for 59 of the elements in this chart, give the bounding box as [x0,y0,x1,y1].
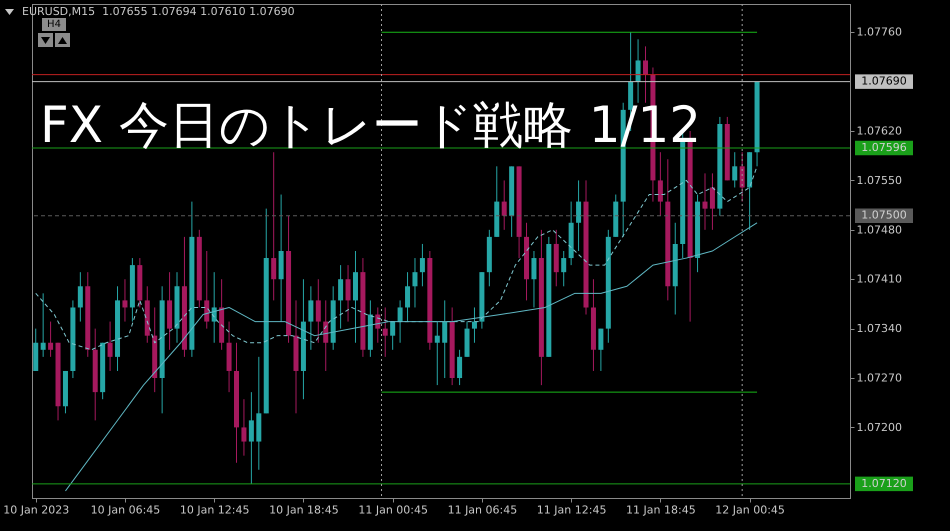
candlestick [308,286,314,350]
y-tick-label: 1.07480 [856,223,902,236]
ref-line-label: 1.07690 [861,74,907,88]
candlestick [405,272,410,322]
y-tick-label: 1.07410 [856,272,902,286]
candlestick [412,258,418,308]
candlestick [702,172,708,230]
line-series [35,166,758,350]
candlestick [108,321,113,372]
x-tick-label: 12 Jan 00:45 [715,504,785,516]
candlestick [472,306,477,344]
candlestick [271,152,276,301]
candlestick [658,152,663,216]
ref-line-label: 1.07120 [861,476,907,490]
candlestick [122,278,128,322]
y-tick-label: 1.07550 [856,174,902,187]
candlestick [390,321,396,350]
candlestick [531,250,536,308]
x-tick-label: 10 Jan 2023 [3,504,70,516]
candlestick [643,46,648,104]
candlestick [78,272,83,322]
candlestick [710,172,715,230]
candlestick [204,250,210,330]
candlestick [346,264,351,322]
ref-line-label: 1.07500 [861,208,907,222]
candlestick [316,278,321,344]
candlestick [576,180,582,252]
ref-line-label: 1.07596 [861,140,907,154]
candlestick [732,152,738,188]
x-tick-label: 11 Jan 12:45 [536,504,606,516]
x-tick-label: 11 Jan 06:45 [448,504,518,516]
annotation: H4 [42,18,66,31]
x-tick-label: 10 Jan 12:45 [180,504,250,516]
candlestick [338,264,344,330]
x-tick-label: 10 Jan 18:45 [269,504,339,516]
candlestick [420,243,425,287]
x-tick-label: 10 Jan 06:45 [90,504,160,516]
x-tick-label: 11 Jan 18:45 [626,504,696,516]
candlestick [434,321,440,386]
candlestick [598,328,604,372]
x-tick-label: 11 Jan 00:45 [358,504,428,516]
candlestick [323,300,328,372]
candlestick [561,250,566,287]
candlestick [636,38,641,104]
y-tick-label: 1.07760 [856,26,902,39]
candlestick [442,300,448,379]
line-series [64,222,758,492]
candlestick [398,300,403,344]
candlestick [502,180,507,230]
y-tick-label: 1.07340 [856,322,902,336]
candlestick [40,292,46,358]
candlestick [248,392,254,484]
candlestick [48,321,54,358]
y-tick-label: 1.07270 [856,372,902,385]
candlestick [382,306,388,358]
y-tick-label: 1.07620 [856,124,902,138]
candlestick [241,398,246,456]
candlestick [457,349,462,386]
y-tick-label: 1.07200 [856,420,902,434]
